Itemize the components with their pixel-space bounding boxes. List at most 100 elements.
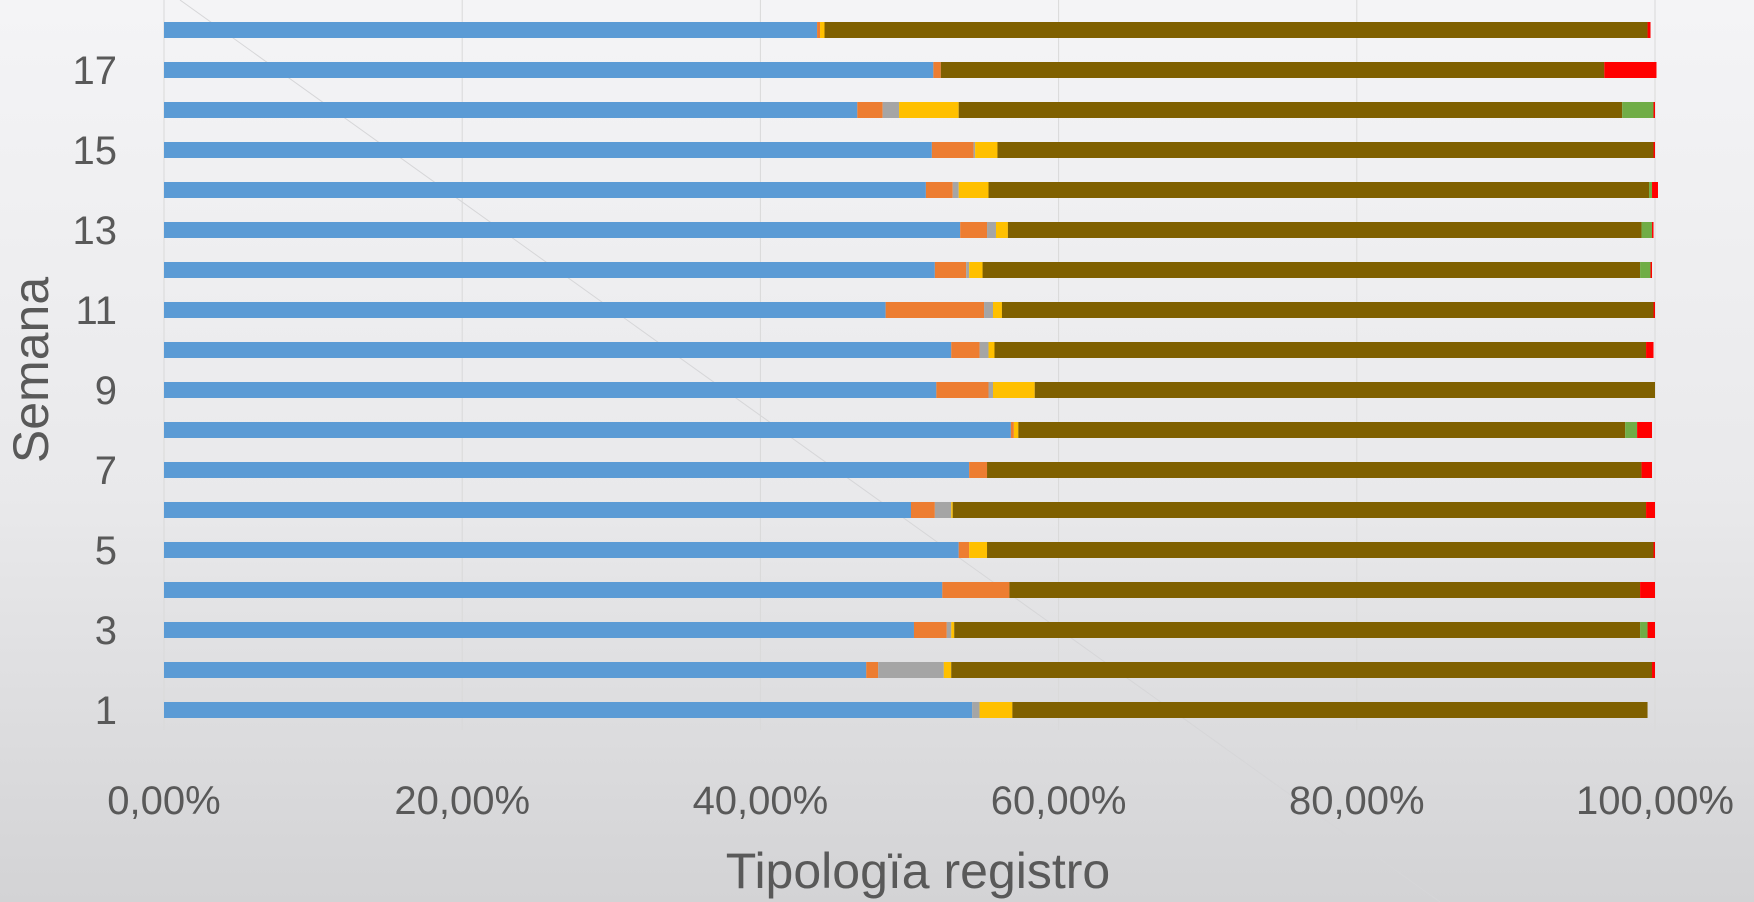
- bar-segment: [164, 262, 935, 278]
- bar-segment: [987, 222, 996, 238]
- bar-segment: [1013, 422, 1019, 438]
- bar-segment: [973, 142, 976, 158]
- bar-segment: [164, 622, 914, 638]
- bar-segment: [1012, 702, 1648, 718]
- bar-segment: [1604, 62, 1657, 78]
- bar-segment: [979, 342, 989, 358]
- bar-segment: [931, 142, 974, 158]
- x-tick-label: 100,00%: [1576, 779, 1734, 823]
- bar-segment: [1650, 262, 1653, 278]
- background-diagonal: [179, 0, 1441, 902]
- bar-segment: [943, 662, 952, 678]
- bar-segment: [958, 182, 989, 198]
- bar-segment: [1653, 102, 1655, 118]
- x-tick-label: 60,00%: [991, 779, 1127, 823]
- x-tick-label: 40,00%: [693, 779, 829, 823]
- bar-segment: [969, 462, 988, 478]
- bar-segment: [995, 222, 1008, 238]
- bar-segment: [899, 102, 959, 118]
- bar-segment: [1653, 142, 1655, 158]
- bar-segment: [958, 542, 970, 558]
- bar-segment: [1646, 502, 1655, 518]
- x-axis-ticks: 0,00% 20,00% 40,00% 60,00% 80,00% 100,00%: [107, 779, 1734, 823]
- bars: [164, 22, 1658, 718]
- bar-segment: [817, 22, 821, 38]
- bar-segment: [951, 622, 955, 638]
- bar-segment: [824, 22, 1648, 38]
- x-tick-label: 20,00%: [394, 779, 530, 823]
- bar-segment: [1652, 182, 1658, 198]
- bar-segment: [164, 702, 973, 718]
- bar-segment: [164, 102, 858, 118]
- bar-segment: [164, 342, 952, 358]
- bar-segment: [1637, 422, 1653, 438]
- y-tick-label: 9: [95, 369, 117, 413]
- bar-segment: [164, 22, 818, 38]
- gridlines: [163, 0, 1656, 730]
- bar-segment: [969, 542, 988, 558]
- bar-segment: [954, 622, 1641, 638]
- bar-segment: [972, 702, 980, 718]
- y-tick-label: 11: [75, 289, 117, 333]
- bar-segment: [952, 182, 959, 198]
- bar-segment: [1001, 302, 1654, 318]
- bar-segment: [164, 222, 961, 238]
- bar-segment: [1641, 222, 1653, 238]
- bar-segment: [958, 102, 1623, 118]
- bar-segment: [969, 262, 983, 278]
- bar-segment: [951, 342, 980, 358]
- bar-segment: [1647, 22, 1651, 38]
- bar-segment: [164, 382, 937, 398]
- bar-segment: [164, 302, 886, 318]
- bar-segment: [1009, 582, 1641, 598]
- x-tick-label: 80,00%: [1289, 779, 1425, 823]
- bar-segment: [164, 142, 932, 158]
- bar-segment: [1652, 222, 1654, 238]
- bar-segment: [979, 702, 1013, 718]
- bar-segment: [1653, 542, 1655, 558]
- bar-segment: [857, 102, 883, 118]
- bar-segment: [934, 502, 952, 518]
- bar-segment: [866, 662, 879, 678]
- bar-segment: [164, 182, 926, 198]
- bar-segment: [997, 142, 1654, 158]
- bar-segment: [878, 662, 944, 678]
- bar-segment: [1652, 662, 1655, 678]
- bar-segment: [882, 102, 900, 118]
- bar-segment: [164, 422, 1011, 438]
- bar-segment: [1640, 582, 1655, 598]
- bar-segment: [942, 582, 1010, 598]
- bar-segment: [1625, 422, 1638, 438]
- bar-segment: [994, 342, 1647, 358]
- y-tick-label: 3: [95, 609, 117, 653]
- bar-segment: [951, 662, 1653, 678]
- bar-segment: [164, 582, 943, 598]
- bar-segment: [164, 662, 867, 678]
- bar-segment: [988, 382, 993, 398]
- bar-segment: [936, 382, 989, 398]
- bar-segment: [1007, 222, 1642, 238]
- bar-segment: [1018, 422, 1626, 438]
- bar-segment: [940, 62, 1605, 78]
- bar-segment: [1647, 622, 1655, 638]
- y-tick-label: 13: [73, 209, 118, 253]
- bar-segment: [952, 502, 1647, 518]
- bar-segment: [975, 142, 998, 158]
- x-tick-label: 0,00%: [107, 779, 220, 823]
- x-axis-title: Tipologïa registro: [726, 843, 1110, 899]
- bar-segment: [988, 182, 1650, 198]
- bar-segment: [925, 182, 953, 198]
- bar-segment: [984, 302, 993, 318]
- bar-segment: [987, 462, 1642, 478]
- y-tick-label: 1: [95, 689, 117, 733]
- bar-segment: [992, 302, 1002, 318]
- bar-segment: [960, 222, 988, 238]
- y-tick-label: 7: [95, 449, 117, 493]
- y-tick-label: 5: [95, 529, 117, 573]
- bar-segment: [164, 62, 934, 78]
- bar-segment: [913, 622, 947, 638]
- bar-segment: [1653, 302, 1655, 318]
- y-tick-label: 17: [73, 49, 118, 93]
- bar-segment: [885, 302, 985, 318]
